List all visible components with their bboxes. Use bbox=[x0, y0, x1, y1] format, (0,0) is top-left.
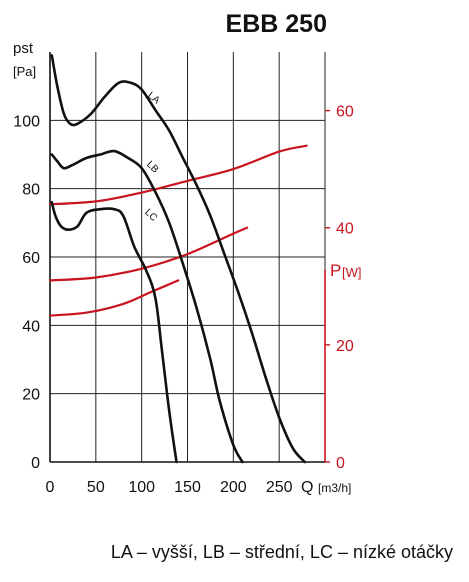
power-axis-label: P bbox=[330, 261, 341, 280]
power-tick-label: 0 bbox=[336, 455, 345, 472]
power-axis-unit: [W] bbox=[342, 265, 362, 280]
axis-titles: pst [Pa] P [W] Q [m3/h] bbox=[13, 40, 362, 496]
y-tick-label: 80 bbox=[22, 182, 40, 199]
power-curve-lb bbox=[48, 226, 249, 282]
power-curves bbox=[48, 144, 308, 317]
y-tick-label: 60 bbox=[22, 250, 40, 267]
y-tick-label: 20 bbox=[22, 387, 40, 404]
y-tick-label: 100 bbox=[13, 113, 40, 130]
curve-label-lc: LC bbox=[142, 207, 159, 224]
power-axis-ticks: 0 20 40 60 bbox=[325, 104, 354, 472]
x-tick-label: 0 bbox=[46, 479, 55, 496]
x-tick-label: 150 bbox=[174, 479, 201, 496]
x-tick-label: 100 bbox=[128, 479, 155, 496]
y-tick-label: 0 bbox=[31, 455, 40, 472]
power-tick-label: 60 bbox=[336, 104, 354, 121]
y-tick-label: 40 bbox=[22, 318, 40, 335]
pressure-curve-lc bbox=[50, 201, 178, 464]
power-tick-label: 20 bbox=[336, 338, 354, 355]
power-tick-label: 40 bbox=[336, 221, 354, 238]
power-curve-la bbox=[48, 144, 308, 206]
pressure-curve-la bbox=[50, 54, 307, 464]
x-axis-unit: [m3/h] bbox=[318, 481, 351, 495]
y-axis-unit: [Pa] bbox=[13, 64, 36, 79]
x-axis-label: Q bbox=[301, 479, 313, 496]
curve-label-la: LA bbox=[145, 90, 162, 106]
chart-title: EBB 250 bbox=[226, 10, 327, 38]
x-tick-label: 250 bbox=[266, 479, 293, 496]
y-axis-ticks: 0 20 40 60 80 100 bbox=[13, 113, 40, 472]
x-axis-ticks: 050100150200250300 bbox=[46, 479, 293, 496]
y-axis-label: pst bbox=[13, 40, 34, 57]
axes bbox=[49, 52, 326, 463]
grid bbox=[50, 52, 326, 462]
x-tick-label: 200 bbox=[220, 479, 247, 496]
pressure-curves bbox=[50, 54, 307, 464]
speed-legend: LA – vyšší, LB – střední, LC – nízké otá… bbox=[111, 542, 453, 562]
power-curve-lc bbox=[48, 279, 180, 317]
x-tick-label: 50 bbox=[87, 479, 105, 496]
pressure-curve-lb bbox=[50, 149, 244, 464]
